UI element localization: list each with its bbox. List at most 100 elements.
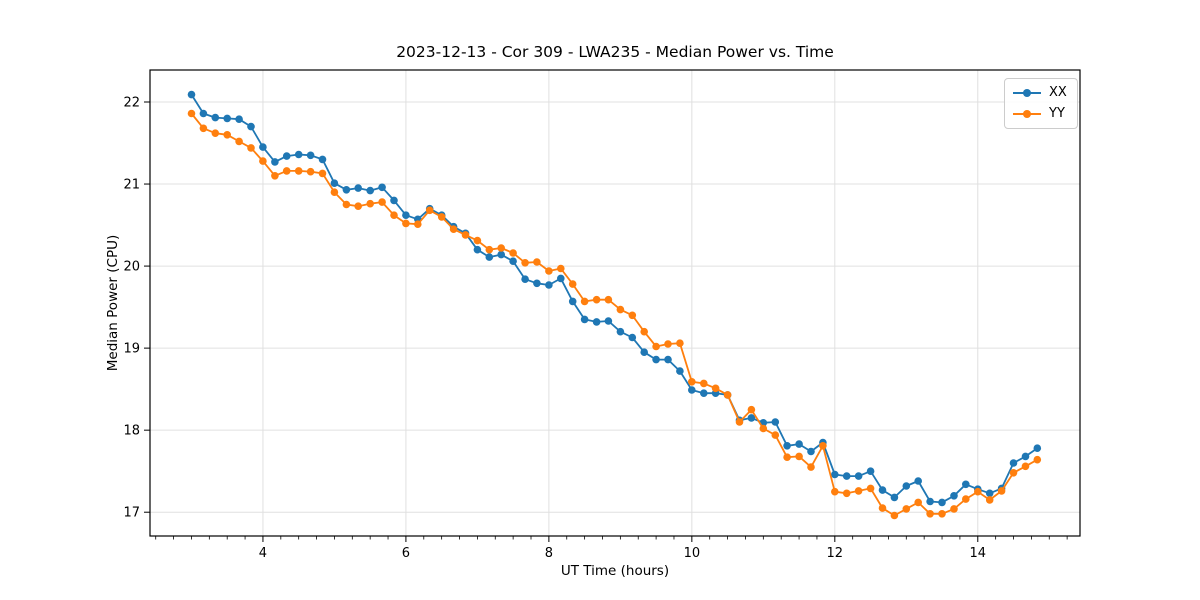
series-yy-marker	[831, 487, 839, 496]
series-xx-marker	[771, 418, 780, 426]
series-yy-marker	[711, 384, 720, 393]
series-xx-marker	[366, 186, 375, 195]
x-tick-label: 4	[259, 546, 267, 561]
y-tick-label: 17	[123, 506, 140, 521]
series-xx-marker	[509, 257, 517, 266]
series-xx-marker	[640, 348, 648, 357]
series-xx-marker	[521, 275, 529, 284]
series-xx-marker	[700, 389, 708, 398]
series-yy-marker	[437, 213, 446, 221]
series-yy-marker	[592, 295, 601, 304]
legend-marker-yy	[1013, 109, 1041, 119]
series-xx-marker	[1009, 459, 1018, 467]
series-yy-marker	[807, 463, 815, 471]
series-xx-marker	[354, 184, 363, 192]
series-yy-marker	[366, 199, 375, 208]
series-yy-marker	[199, 124, 208, 133]
series-xx-marker	[497, 250, 506, 259]
series-yy-marker	[521, 259, 529, 267]
series-xx-marker	[533, 279, 541, 288]
series-yy-marker	[938, 510, 946, 518]
series-yy-marker	[509, 249, 517, 257]
series-yy-marker	[259, 157, 267, 165]
legend-marker-xx	[1013, 88, 1041, 98]
series-xx-marker	[1033, 444, 1042, 453]
series-yy-marker	[628, 311, 637, 320]
series-yy-marker	[866, 484, 875, 493]
series-yy-marker	[461, 231, 470, 239]
series-xx-marker	[950, 492, 958, 500]
series-yy-marker	[640, 327, 648, 336]
series-yy-marker	[878, 504, 887, 512]
series-xx-marker	[831, 470, 839, 479]
y-tick-label: 18	[123, 424, 140, 439]
series-xx-marker	[783, 442, 791, 450]
series-xx-marker	[259, 143, 267, 151]
x-tick-label: 8	[545, 546, 553, 561]
series-yy-marker	[414, 220, 422, 228]
y-axis-label: Median Power (CPU)	[105, 234, 121, 372]
series-yy-marker	[616, 305, 625, 314]
series-xx-marker	[247, 122, 255, 131]
series-yy-marker	[402, 219, 410, 228]
series-xx-marker	[604, 317, 613, 325]
series-yy-marker	[974, 487, 982, 496]
series-yy-marker	[294, 167, 303, 175]
series-xx-marker	[557, 274, 565, 283]
series-yy-marker	[533, 258, 541, 266]
series-yy-marker	[747, 405, 756, 414]
series-xx-marker	[390, 196, 398, 205]
series-xx-marker	[628, 333, 637, 342]
y-tick-label: 22	[123, 95, 140, 110]
series-xx-line	[190, 94, 1038, 504]
series-xx-marker	[652, 355, 660, 364]
series-yy-line	[190, 112, 1038, 517]
series-xx-marker	[545, 281, 553, 289]
series-yy-marker	[473, 236, 482, 245]
axes-spines	[149, 69, 1081, 537]
series-yy-marker	[854, 487, 863, 495]
series-yy-marker	[676, 339, 684, 348]
series-yy-marker	[962, 495, 970, 503]
series-yy-marker	[1021, 462, 1030, 471]
y-tick-label: 19	[123, 342, 140, 357]
series-xx-marker	[795, 440, 803, 448]
y-tick-label: 21	[123, 178, 140, 193]
series-yy-marker	[795, 452, 803, 461]
series-yy-marker	[568, 280, 577, 288]
series-yy-marker	[664, 340, 672, 348]
series-yy-marker	[604, 295, 613, 304]
series-xx-marker	[282, 152, 291, 160]
series-yy-marker	[545, 267, 553, 275]
series-xx-marker	[330, 179, 339, 187]
series-yy-marker	[688, 378, 696, 386]
series-yy-marker	[926, 510, 934, 518]
series-yy-marker	[735, 418, 744, 426]
series-xx-marker	[985, 489, 994, 498]
series-xx-marker	[223, 114, 231, 123]
series-xx-marker	[914, 477, 922, 485]
series-xx-marker	[664, 355, 672, 364]
series-yy-marker	[497, 244, 506, 252]
series-yy-marker	[890, 511, 899, 520]
x-axis-label: UT Time (hours)	[560, 563, 670, 579]
series-yy-marker	[390, 211, 398, 219]
series-yy-marker	[902, 505, 911, 513]
x-tick-label: 6	[402, 546, 410, 561]
legend-label-xx: XX	[1049, 85, 1067, 100]
series-xx-marker	[199, 109, 208, 118]
series-yy-marker	[759, 424, 768, 433]
series-xx-marker	[473, 245, 482, 254]
series-yy-marker	[1009, 469, 1018, 477]
series-xx-marker	[592, 318, 601, 326]
series-xx-marker	[580, 315, 589, 324]
series-xx-marker	[306, 151, 315, 160]
series-xx-marker	[211, 113, 220, 122]
legend-item-xx: XX	[1013, 84, 1067, 102]
legend-label-yy: YY	[1049, 106, 1065, 121]
series-yy-marker	[652, 342, 660, 351]
series-xx-marker	[926, 497, 934, 506]
series-yy-marker	[723, 391, 732, 399]
series-yy-marker	[425, 206, 434, 215]
